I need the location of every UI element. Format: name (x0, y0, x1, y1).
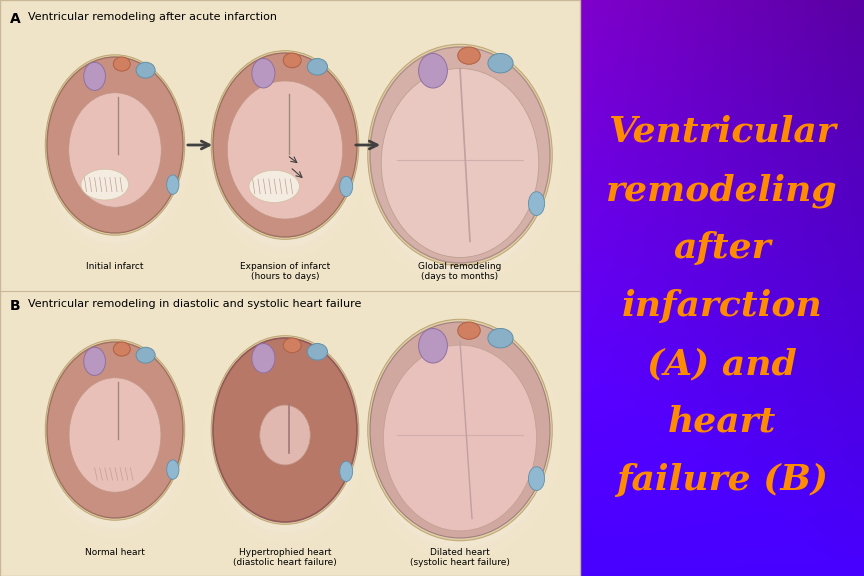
Ellipse shape (211, 51, 359, 239)
Ellipse shape (308, 59, 327, 75)
Ellipse shape (529, 467, 544, 491)
Ellipse shape (207, 56, 363, 255)
Ellipse shape (227, 81, 343, 219)
Ellipse shape (359, 44, 561, 286)
Text: Ventricular: Ventricular (608, 115, 835, 149)
Text: infarction: infarction (621, 289, 823, 323)
Text: Initial infarct: Initial infarct (86, 262, 143, 271)
Ellipse shape (41, 60, 188, 250)
Ellipse shape (211, 336, 359, 524)
Bar (0, 0, 580, 576)
Ellipse shape (45, 340, 185, 520)
Ellipse shape (359, 319, 561, 561)
Ellipse shape (340, 176, 353, 196)
Ellipse shape (41, 345, 188, 535)
Ellipse shape (370, 57, 550, 273)
Ellipse shape (167, 460, 179, 479)
Ellipse shape (39, 342, 191, 539)
Text: (A) and: (A) and (647, 347, 797, 381)
Ellipse shape (418, 328, 448, 363)
Ellipse shape (205, 52, 365, 258)
Ellipse shape (45, 55, 185, 235)
Ellipse shape (44, 348, 186, 532)
Bar (0, 0, 580, 576)
Ellipse shape (136, 347, 156, 363)
Text: remodeling: remodeling (607, 173, 838, 207)
Text: Dilated heart
(systolic heart failure): Dilated heart (systolic heart failure) (410, 548, 510, 567)
Ellipse shape (69, 378, 161, 492)
Ellipse shape (213, 63, 357, 247)
Ellipse shape (84, 62, 105, 90)
Ellipse shape (47, 57, 183, 233)
Ellipse shape (205, 337, 365, 543)
Ellipse shape (47, 352, 183, 528)
Text: B: B (10, 299, 21, 313)
Ellipse shape (113, 342, 130, 356)
Text: Global remodeling
(days to months): Global remodeling (days to months) (418, 262, 502, 282)
Ellipse shape (167, 175, 179, 194)
Ellipse shape (213, 348, 357, 532)
Ellipse shape (39, 56, 191, 253)
Ellipse shape (213, 338, 357, 522)
Text: A: A (10, 12, 21, 26)
Ellipse shape (458, 47, 480, 65)
Text: after: after (673, 231, 771, 265)
Ellipse shape (418, 54, 448, 88)
Ellipse shape (81, 169, 129, 200)
Ellipse shape (283, 338, 302, 353)
Text: Ventricular remodeling after acute infarction: Ventricular remodeling after acute infar… (28, 12, 277, 22)
Ellipse shape (249, 170, 300, 203)
Ellipse shape (370, 332, 550, 548)
Text: Ventricular remodeling in diastolic and systolic heart failure: Ventricular remodeling in diastolic and … (28, 299, 361, 309)
Ellipse shape (136, 62, 156, 78)
Ellipse shape (458, 322, 480, 339)
Ellipse shape (340, 461, 353, 482)
Text: Normal heart: Normal heart (85, 548, 145, 557)
Text: heart: heart (668, 405, 776, 439)
Ellipse shape (44, 63, 186, 247)
Ellipse shape (210, 344, 360, 536)
Ellipse shape (113, 57, 130, 71)
Ellipse shape (366, 52, 554, 277)
Ellipse shape (47, 342, 183, 518)
Ellipse shape (207, 340, 363, 539)
Ellipse shape (84, 347, 105, 376)
Ellipse shape (384, 345, 537, 531)
Ellipse shape (381, 69, 539, 257)
Ellipse shape (488, 328, 513, 348)
Ellipse shape (488, 54, 513, 73)
Ellipse shape (529, 192, 544, 215)
Text: failure (B): failure (B) (616, 463, 828, 497)
Ellipse shape (370, 47, 550, 263)
Ellipse shape (308, 343, 327, 360)
Ellipse shape (213, 53, 357, 237)
Ellipse shape (69, 93, 162, 207)
Text: Hypertrophied heart
(diastolic heart failure): Hypertrophied heart (diastolic heart fai… (233, 548, 337, 567)
Text: Expansion of infarct
(hours to days): Expansion of infarct (hours to days) (240, 262, 330, 282)
Ellipse shape (368, 319, 552, 541)
Ellipse shape (363, 48, 557, 282)
Ellipse shape (260, 405, 310, 465)
Ellipse shape (368, 44, 552, 266)
Ellipse shape (210, 59, 360, 251)
Ellipse shape (370, 322, 550, 538)
Ellipse shape (283, 53, 302, 68)
Ellipse shape (252, 59, 275, 88)
Ellipse shape (366, 328, 554, 552)
Ellipse shape (252, 343, 275, 373)
Ellipse shape (363, 323, 557, 556)
Ellipse shape (47, 67, 183, 243)
